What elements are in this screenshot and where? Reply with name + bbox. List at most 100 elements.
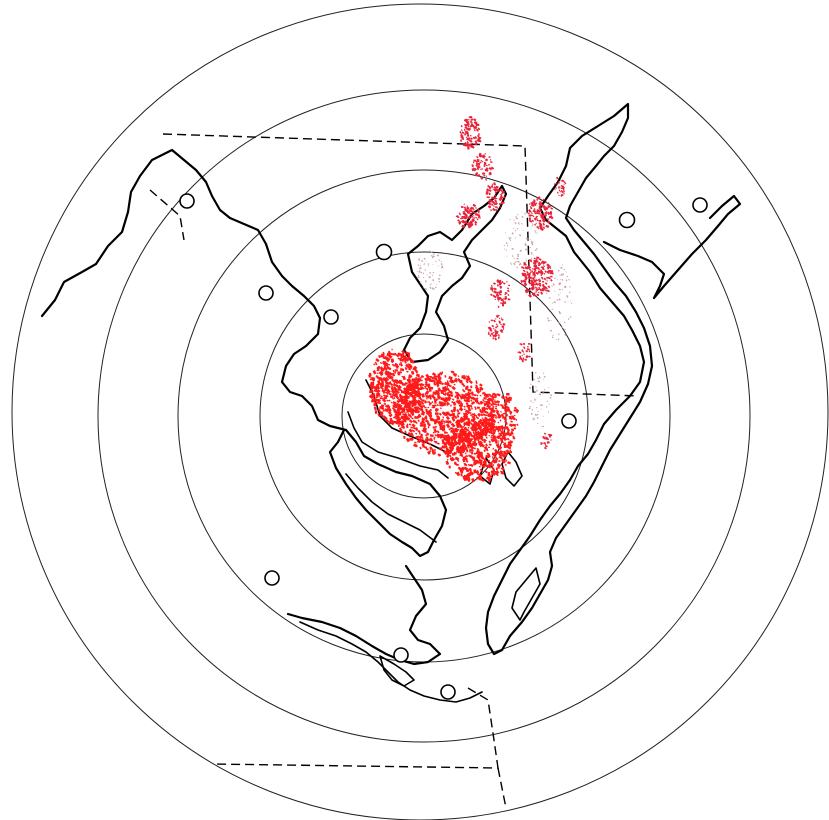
echo-cell: [435, 381, 437, 384]
echo-cell: [392, 374, 394, 377]
echo-cell: [485, 407, 489, 411]
echo-cell: [435, 441, 438, 444]
echo-cell: [486, 188, 490, 192]
echo-cell: [424, 446, 428, 449]
echo-cell: [441, 265, 444, 268]
echo-cell: [537, 410, 539, 413]
echo-cell: [566, 275, 569, 278]
echo-cell: [382, 377, 386, 381]
echo-cell: [499, 456, 504, 460]
echo-cell: [549, 297, 551, 299]
echo-cell: [419, 270, 421, 272]
echo-cell: [391, 393, 396, 397]
echo-cell: [494, 337, 498, 341]
echo-cell: [483, 433, 486, 436]
echo-cell: [487, 399, 490, 401]
echo-cell: [375, 375, 379, 378]
echo-cell: [432, 279, 435, 282]
echo-cell: [541, 272, 543, 274]
echo-cell: [463, 425, 465, 428]
echo-cell: [433, 428, 438, 434]
echo-cell: [550, 271, 554, 275]
echo-cell: [497, 465, 500, 469]
echo-cell: [524, 243, 527, 247]
echo-cell: [532, 401, 534, 403]
echo-cell: [463, 416, 468, 421]
echo-cell: [507, 408, 511, 413]
echo-cell: [410, 411, 415, 416]
echo-cell: [466, 449, 469, 453]
echo-cell: [433, 382, 436, 384]
echo-cell: [557, 269, 560, 272]
echo-cell: [558, 333, 560, 336]
echo-cell: [484, 457, 487, 461]
echo-cell: [481, 167, 484, 170]
echo-cell: [502, 459, 506, 464]
echo-cell: [476, 394, 479, 397]
echo-cell: [493, 186, 497, 190]
echo-cell: [410, 404, 414, 408]
echo-cell: [504, 463, 507, 467]
echo-cell: [536, 219, 539, 222]
echo-cell: [476, 167, 480, 171]
echo-cell: [547, 285, 551, 289]
echo-cell: [481, 160, 484, 163]
echo-cell: [494, 451, 498, 456]
echo-cell: [400, 354, 405, 358]
coastline-west: [40, 148, 448, 558]
echo-cell: [488, 443, 492, 446]
echo-cell: [521, 274, 525, 277]
echo-cell: [471, 425, 475, 428]
echo-cell: [549, 329, 553, 332]
echo-cell: [442, 403, 445, 407]
echo-cell: [429, 434, 434, 438]
echo-cell: [384, 386, 388, 391]
echo-cell: [492, 419, 497, 424]
echo-cell: [499, 433, 503, 437]
echo-cell: [458, 394, 461, 397]
echo-cell: [411, 399, 416, 403]
echo-cell: [379, 361, 382, 365]
echo-cell: [492, 188, 495, 190]
echo-cell: [496, 291, 499, 294]
echo-cell: [483, 402, 487, 407]
echo-cell: [433, 374, 438, 378]
echo-cell: [482, 460, 486, 465]
echo-cell: [440, 266, 443, 269]
echo-cell: [493, 459, 497, 464]
echo-cell: [397, 398, 401, 402]
echo-cell: [554, 290, 556, 292]
echo-cell: [447, 395, 452, 401]
echo-cell: [524, 248, 528, 251]
echo-cell: [470, 137, 473, 140]
echo-cell: [450, 450, 453, 454]
echo-cell: [528, 261, 531, 263]
echo-cell: [436, 375, 440, 379]
echo-cell: [517, 260, 520, 263]
echo-cell: [490, 161, 493, 163]
echo-cell: [471, 210, 475, 214]
echo-cell: [542, 226, 546, 230]
echo-cell: [525, 266, 529, 270]
echo-cell: [537, 196, 541, 200]
observation-site-icon: [440, 684, 456, 700]
echo-cell: [369, 378, 372, 381]
echo-cell: [370, 381, 375, 385]
echo-cell: [396, 390, 400, 394]
echo-cell: [560, 185, 562, 187]
echo-cell: [547, 392, 549, 394]
echo-cell: [483, 161, 486, 164]
echo-cell: [400, 363, 403, 367]
echo-cell: [467, 418, 471, 422]
echo-cell: [546, 400, 549, 403]
echo-cell: [455, 377, 458, 380]
echo-cell: [454, 443, 458, 446]
echo-cell: [420, 281, 422, 283]
echo-cell: [483, 449, 486, 453]
echo-cell: [464, 143, 469, 147]
echo-cell: [558, 294, 560, 296]
echo-cell: [524, 289, 528, 292]
echo-cell: [498, 460, 501, 463]
echo-cell: [405, 399, 408, 402]
echo-cell: [492, 402, 496, 406]
